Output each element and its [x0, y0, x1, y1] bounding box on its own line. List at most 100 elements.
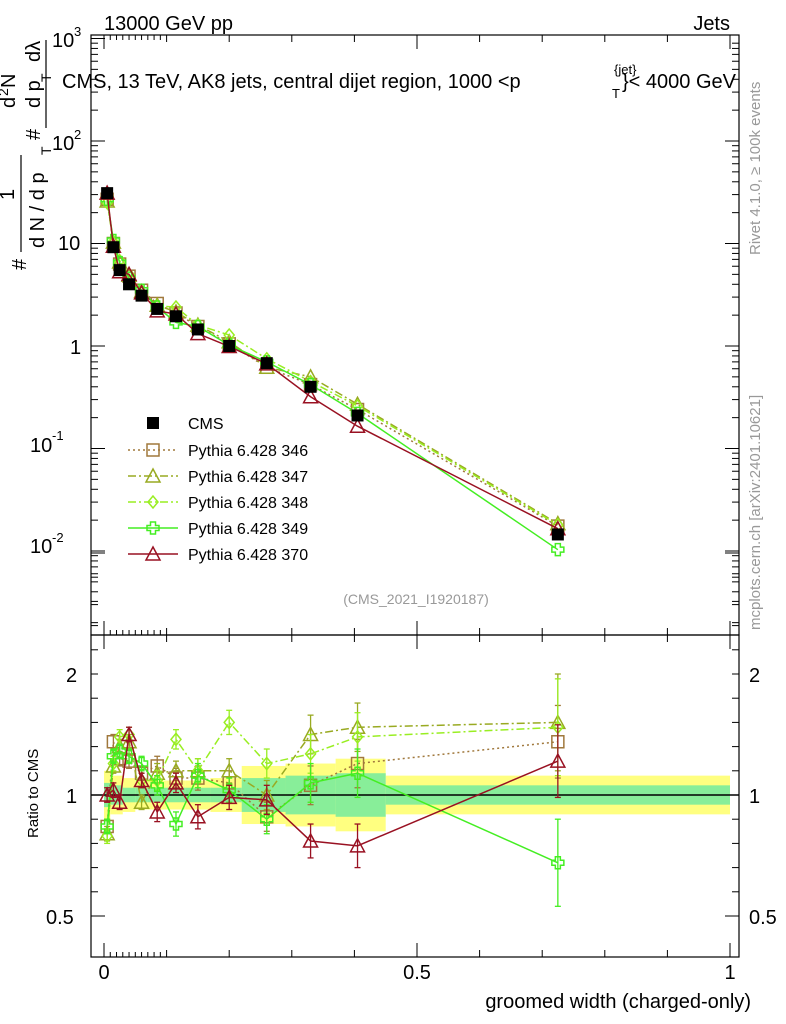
series-line-pythia-6-428-348	[106, 202, 559, 526]
ytick-label-1e-2-exp: -2	[52, 530, 64, 545]
legend-marker-pythia-6-428-346	[146, 443, 160, 457]
ytick-label-1e3-exp: 3	[74, 24, 81, 39]
ratio-point-pythia-6-428-370	[111, 793, 128, 810]
data-point-cms	[101, 187, 114, 200]
ratio-point-pythia-6-428-370	[133, 771, 150, 788]
ratio-point-pythia-6-428-349	[169, 817, 183, 831]
main-series-layer	[98, 184, 567, 557]
title-end: }< 4000 GeV	[622, 71, 737, 93]
ratio-point-pythia-6-428-349	[122, 749, 136, 764]
ratio-point-pythia-6-428-370	[189, 808, 207, 824]
ratio-ytick-2-right: 2	[749, 665, 760, 687]
main-panel: 10 -2 10 -1 1 10 10 2 10 3 CMS, 13 TeV, …	[0, 24, 740, 636]
ratio-point-pythia-6-428-348	[223, 715, 236, 730]
ratio-ytick-0p5-right: 0.5	[749, 907, 777, 929]
ratio-point-pythia-6-428-348	[101, 828, 114, 844]
ylabel-denominator: d N / d p	[27, 172, 49, 248]
ratio-point-pythia-6-428-370	[349, 837, 366, 853]
ratio-point-pythia-6-428-347	[120, 733, 138, 749]
ratio-ytick-2: 2	[66, 665, 77, 687]
ylabel-exp: 2	[0, 88, 11, 96]
data-point-cms	[304, 380, 317, 393]
ratio-uncertainty-bands	[91, 758, 739, 832]
legend-label-370: Pythia 6.428 370	[188, 547, 308, 564]
main-frame	[90, 34, 740, 636]
data-point-cms	[551, 528, 564, 541]
series-line-pythia-6-428-346	[106, 199, 559, 527]
legend-marker-cms	[147, 417, 159, 429]
ratio-point-pythia-6-428-349	[350, 766, 365, 780]
ratio-point-pythia-6-428-349	[303, 776, 318, 790]
header-left: 13000 GeV pp	[104, 13, 233, 35]
ytick-label-1: 1	[70, 337, 81, 359]
ytick-label-1e-2-base: 10	[30, 536, 52, 558]
legend-label-cms: CMS	[188, 416, 224, 433]
ratio-point-pythia-6-428-370	[220, 788, 238, 805]
ratio-point-pythia-6-428-348	[170, 732, 182, 747]
ratio-series-layer	[98, 673, 567, 907]
data-point-cms	[123, 278, 136, 291]
legend-marker-pythia-6-428-348	[147, 494, 159, 510]
legend-symbols	[128, 417, 178, 561]
ratio-y-label: Ratio to CMS	[25, 749, 42, 838]
ratio-y-tick-labels: 0.5 1 2 0.5 1 2	[46, 665, 777, 929]
legend-marker-pythia-6-428-347	[144, 467, 162, 483]
data-point-pythia-6-428-370	[302, 388, 319, 404]
ylabel-one: 1	[0, 189, 19, 200]
ratio-ytick-0p5: 0.5	[46, 907, 74, 929]
rivet-label: Rivet 4.1.0, ≥ 100k events	[747, 82, 764, 255]
legend-label-346: Pythia 6.428 346	[188, 443, 308, 460]
ratio-point-pythia-6-428-347	[133, 793, 150, 810]
ylabel-hash-1: #	[9, 258, 31, 270]
ratio-ytick-1: 1	[66, 786, 77, 808]
ratio-point-pythia-6-428-348	[107, 756, 120, 771]
ratio-point-pythia-6-428-370	[98, 786, 116, 802]
ylabel-N: N	[0, 74, 20, 88]
data-point-cms	[191, 323, 204, 336]
ylabel-dlambda: dλ	[23, 41, 45, 62]
data-point-cms	[260, 357, 273, 370]
title-sub: T	[612, 86, 620, 101]
ytick-label-1e2-exp: 2	[74, 127, 81, 142]
ratio-point-pythia-6-428-347	[220, 762, 238, 778]
xtick-0p5: 0.5	[403, 962, 431, 984]
legend-label-349: Pythia 6.428 349	[188, 521, 308, 538]
data-point-pythia-6-428-349	[551, 542, 565, 557]
data-point-cms	[135, 289, 148, 302]
ratio-point-pythia-6-428-349	[150, 778, 164, 793]
data-point-pythia-6-428-348	[101, 195, 114, 210]
series-line-pythia-6-428-349	[106, 199, 559, 551]
ratio-ticks	[91, 552, 739, 957]
ratio-point-pythia-6-428-349	[112, 744, 127, 759]
ratio-point-pythia-6-428-348	[113, 729, 126, 745]
xtick-0: 0	[98, 962, 109, 984]
data-point-cms	[113, 264, 126, 277]
ytick-label-1e-1-base: 10	[30, 435, 52, 457]
ratio-point-pythia-6-428-348	[351, 729, 364, 745]
main-title: CMS, 13 TeV, AK8 jets, central dijet reg…	[62, 62, 737, 101]
ratio-frame	[90, 634, 740, 958]
main-y-tick-labels: 10 -2 10 -1 1 10 10 2 10 3	[30, 24, 81, 558]
data-point-pythia-6-428-370	[349, 417, 366, 433]
data-point-cms	[151, 302, 164, 315]
xtick-1: 1	[724, 962, 735, 984]
x-axis-label: groomed width (charged-only)	[485, 991, 751, 1013]
ratio-point-pythia-6-428-349	[100, 819, 114, 834]
title-main: CMS, 13 TeV, AK8 jets, central dijet reg…	[62, 71, 521, 93]
ratio-point-pythia-6-428-370	[148, 803, 166, 819]
mcplots-label: mcplots.cern.ch [arXiv:2401.10621]	[747, 395, 764, 630]
ratio-point-pythia-6-428-370	[167, 774, 185, 790]
ratio-panel: 0.5 1 2 0.5 1 2 0 0.5 1 Ratio to CMS gro…	[25, 552, 777, 1013]
main-y-ticks	[91, 35, 739, 635]
series-line-pythia-6-428-347	[106, 200, 559, 525]
legend-label-348: Pythia 6.428 348	[188, 495, 308, 512]
ratio-point-pythia-6-428-370	[258, 791, 276, 807]
ylabel-denominator-sub: T	[38, 146, 54, 155]
ratio-point-pythia-6-428-348	[260, 756, 273, 771]
title-sup: {jet}	[614, 62, 637, 77]
header-right: Jets	[693, 13, 730, 35]
legend-label-347: Pythia 6.428 347	[188, 469, 308, 486]
ratio-x-tick-labels: 0 0.5 1	[98, 962, 735, 984]
ratio-ytick-1-right: 1	[749, 786, 760, 808]
